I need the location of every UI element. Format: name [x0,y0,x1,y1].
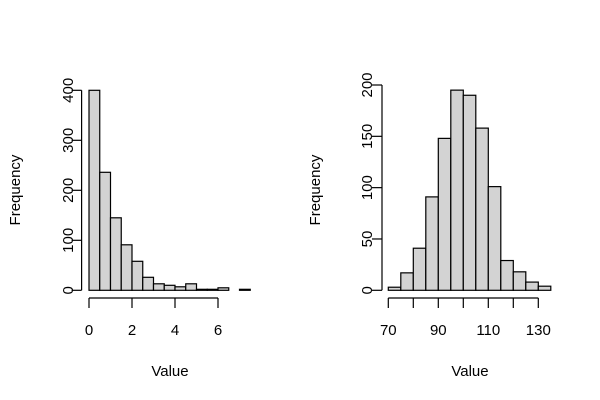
y-tick-label: 0 [60,286,77,294]
histogram-bar [537,285,552,291]
histogram-bar [88,89,101,291]
histogram-bar [387,286,402,291]
histogram-bar [450,89,464,291]
y-tick-label: 150 [359,124,376,149]
x-tick-label: 90 [430,322,447,339]
histogram-bar [462,94,477,291]
histogram-bar [238,288,251,291]
y-tick-label: 0 [359,286,376,294]
y-axis-title: Frequency [307,154,324,225]
histogram-bar [195,288,208,291]
x-tick-label: 6 [214,322,222,339]
histogram-bar [120,244,133,291]
histogram-bar [142,276,155,291]
y-tick-label: 100 [359,175,376,200]
y-tick-label: 400 [60,78,77,103]
histogram-bar [131,260,144,291]
x-tick-label: 4 [171,322,179,339]
y-axis-title: Frequency [7,154,24,225]
x-tick-label: 0 [85,322,93,339]
y-tick-label: 200 [60,178,77,203]
histogram-bar [163,284,176,291]
histogram-bar [152,283,165,291]
histogram-bar [217,287,230,291]
histogram-bar [185,283,198,291]
histogram-bar [412,247,427,291]
histogram-bar [400,272,414,291]
histogram-bar [475,127,489,291]
histogram-bar [109,217,122,291]
histogram-bar [99,171,112,291]
histogram-bar [425,196,439,291]
histogram-bar [174,286,187,291]
histogram-bar [206,288,219,291]
histogram-bar [525,281,539,291]
y-tick-label: 100 [60,228,77,253]
x-tick-label: 2 [128,322,136,339]
y-tick-label: 300 [60,128,77,153]
y-tick-label: 200 [359,72,376,97]
histogram-bar [512,271,527,291]
x-axis-title: Value [151,363,188,380]
histogram-bar [500,259,514,291]
x-tick-label: 70 [380,322,397,339]
x-axis-title: Value [451,363,488,380]
histogram-bar [487,186,502,291]
histogram-bar [437,137,452,291]
x-tick-label: 110 [476,322,500,339]
y-tick-label: 50 [359,231,376,248]
x-tick-label: 130 [526,322,551,339]
